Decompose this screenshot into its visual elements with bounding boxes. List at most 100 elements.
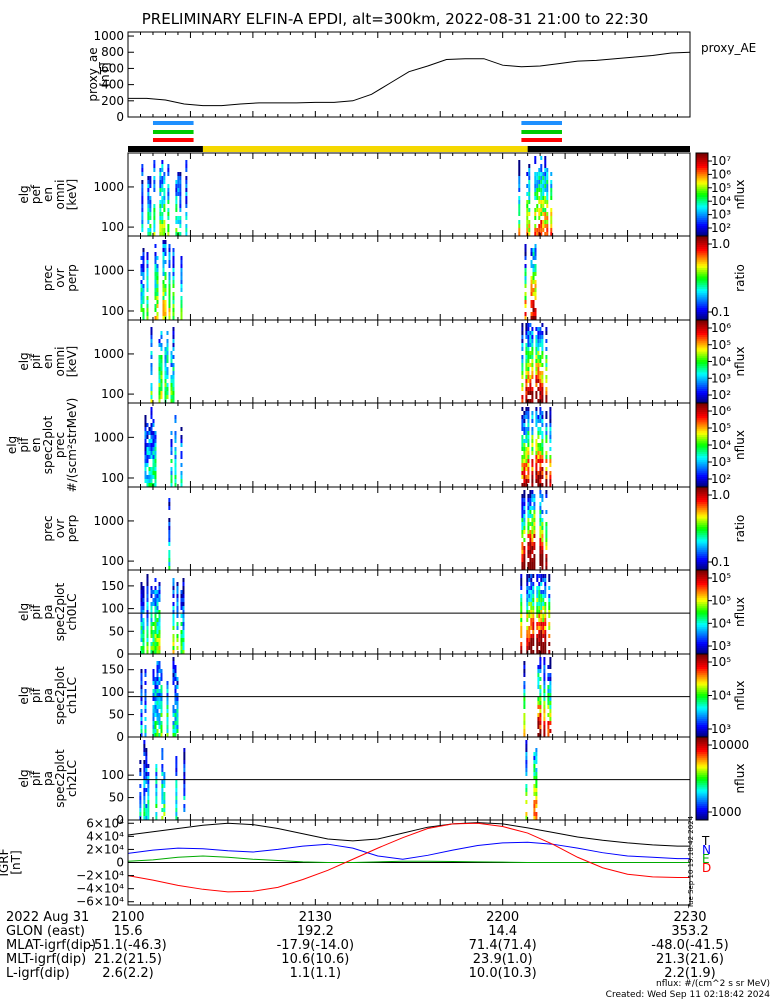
spectrogram-cell: [547, 725, 550, 729]
spectrogram-cell: [147, 180, 150, 184]
spectrogram-cell: [170, 475, 173, 479]
colorbar-swatch: [696, 409, 708, 412]
spectrogram-cell: [535, 443, 538, 447]
spectrogram-cell: [531, 522, 534, 526]
spectrogram-cell: [544, 590, 547, 594]
spectrogram-cell: [142, 296, 145, 300]
spectrogram-cell: [545, 554, 548, 558]
colorbar-swatch: [696, 645, 708, 649]
spectrogram-cell: [156, 685, 159, 689]
spectrogram-cell: [539, 546, 542, 550]
spectrogram-cell: [166, 705, 169, 709]
spectrogram-cell: [537, 713, 540, 717]
spectrogram-cell: [142, 256, 145, 260]
colorbar-swatch: [696, 683, 708, 686]
spectrogram-cell: [140, 606, 143, 610]
spectrogram-cell: [530, 578, 533, 582]
spectrogram-cell: [541, 483, 544, 487]
spectrogram-cell: [539, 697, 542, 701]
spectrogram-cell: [172, 343, 175, 347]
spectrogram-cell: [150, 594, 153, 598]
spectrogram-cell: [527, 542, 530, 546]
spectrogram-cell: [156, 721, 159, 725]
spectrogram-cell: [529, 510, 532, 514]
spectrogram-cell: [539, 494, 542, 498]
spectrogram-cell: [528, 634, 531, 638]
spectrogram-cell: [544, 184, 547, 188]
status-segment-black: [128, 146, 203, 152]
colorbar-swatch: [696, 206, 708, 210]
spectrogram-cell: [521, 542, 524, 546]
spectrogram-cell: [155, 764, 158, 768]
spectrogram-cell: [539, 554, 542, 558]
spectrogram-cell: [525, 475, 528, 479]
spectrogram-cell: [142, 642, 145, 646]
spectrogram-cell: [172, 379, 175, 383]
spectrogram-cell: [525, 387, 528, 391]
spectrogram-cell: [146, 268, 149, 272]
colorbar-swatch: [696, 346, 708, 350]
spectrogram-cell: [520, 630, 523, 634]
spectrogram-cell: [541, 558, 544, 562]
colorbar-swatch: [696, 747, 708, 750]
spectrogram-cell: [159, 172, 162, 176]
spectrogram-cell: [156, 705, 159, 709]
colorbar-swatch: [696, 390, 708, 394]
spectrogram-cell: [541, 522, 544, 526]
spectrogram-cell: [536, 232, 539, 236]
spectrogram-cell: [538, 642, 541, 646]
spectrogram-cell: [139, 792, 142, 796]
spectrogram-cell: [523, 522, 526, 526]
spectrogram-cell: [526, 590, 529, 594]
spectrogram-cell: [140, 296, 143, 300]
spectrogram-cell: [168, 284, 171, 288]
spectrogram-cell: [531, 494, 534, 498]
spectrogram-cell: [182, 582, 185, 586]
spectrogram-cell: [529, 351, 532, 355]
spectrogram-cell: [535, 391, 538, 395]
colorbar-swatch: [696, 400, 708, 404]
ylabel-3: omni: [53, 347, 67, 377]
spectrogram-cell: [140, 634, 143, 638]
spectrogram-cell: [540, 638, 543, 642]
spectrogram-cell: [182, 618, 185, 622]
spectrogram-cell: [534, 268, 537, 272]
spectrogram-cell: [154, 677, 157, 681]
spectrogram-cell: [146, 622, 149, 626]
colorbar-swatch: [696, 580, 708, 584]
spectrogram-cell: [167, 208, 170, 212]
spectrogram-cell: [162, 300, 165, 304]
spectrogram-cell: [546, 204, 549, 208]
spectrogram-cell: [550, 172, 553, 176]
spectrogram-cell: [532, 292, 535, 296]
spectrogram-cell: [520, 634, 523, 638]
spectrogram-cell: [549, 705, 552, 709]
spectrogram-cell: [545, 455, 548, 459]
spectrogram-cell: [535, 800, 538, 804]
spectrogram-cell: [540, 598, 543, 602]
spectrogram-cell: [159, 168, 162, 172]
colorbar-swatch: [696, 567, 708, 571]
spectrogram-cell: [521, 562, 524, 566]
y-tick-label: 1000: [93, 180, 124, 194]
spectrogram-cell: [176, 709, 179, 713]
spectrogram-cell: [174, 689, 177, 693]
spectrogram-cell: [532, 642, 535, 646]
spectrogram-cell: [537, 347, 540, 351]
spectrogram-cell: [540, 602, 543, 606]
colorbar-swatch: [696, 278, 708, 281]
colorbar-swatch: [696, 732, 708, 736]
spectrogram-cell: [152, 693, 155, 697]
spectrogram-cell: [155, 796, 158, 800]
colorbar-swatch: [696, 513, 708, 517]
spectrogram-cell: [152, 733, 155, 737]
spectrogram-cell: [523, 443, 526, 447]
colorbar-swatch: [696, 449, 708, 452]
colorbar-swatch: [696, 219, 708, 222]
spectrogram-cell: [532, 626, 535, 630]
spectrogram-cell: [534, 232, 537, 236]
spectrogram-cell: [180, 312, 183, 316]
spectrogram-cell: [534, 180, 537, 184]
spectrogram-cell: [158, 634, 161, 638]
spectrogram-cell: [538, 188, 541, 192]
